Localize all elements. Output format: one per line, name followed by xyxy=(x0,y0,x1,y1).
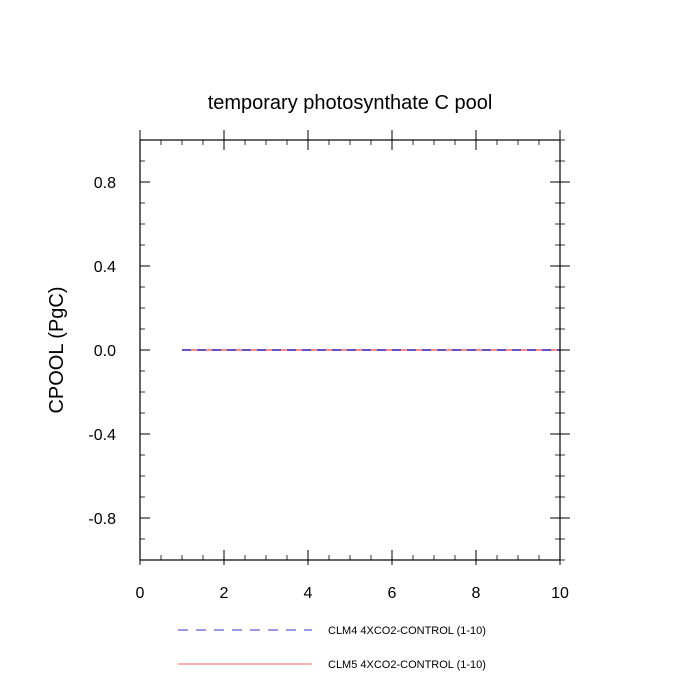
y-tick-label: 0.4 xyxy=(94,259,116,276)
y-tick-label: -0.8 xyxy=(88,511,116,528)
x-tick-label: 10 xyxy=(551,585,569,602)
legend-label: CLM5 4XCO2-CONTROL (1-10) xyxy=(328,659,486,671)
ticks-layer: 0 2 4 6 8 10 -0.8 -0.4 0.0 0.4 0.8 xyxy=(88,130,570,602)
x-tick-label: 2 xyxy=(220,585,229,602)
x-tick-label: 8 xyxy=(472,585,481,602)
legend: CLM4 4XCO2-CONTROL (1-10) CLM5 4XCO2-CONT… xyxy=(178,625,486,671)
y-tick-label: -0.4 xyxy=(88,427,116,444)
x-tick-label: 0 xyxy=(136,585,145,602)
x-tick-label: 6 xyxy=(388,585,397,602)
y-tick-label: 0.8 xyxy=(94,175,116,192)
y-tick-label: 0.0 xyxy=(94,343,116,360)
plot-frame xyxy=(139,139,561,561)
legend-label: CLM4 4XCO2-CONTROL (1-10) xyxy=(328,625,486,637)
x-tick-label: 4 xyxy=(304,585,313,602)
y-axis-label: CPOOL (PgC) xyxy=(46,286,68,413)
chart-title: temporary photosynthate C pool xyxy=(208,92,493,114)
